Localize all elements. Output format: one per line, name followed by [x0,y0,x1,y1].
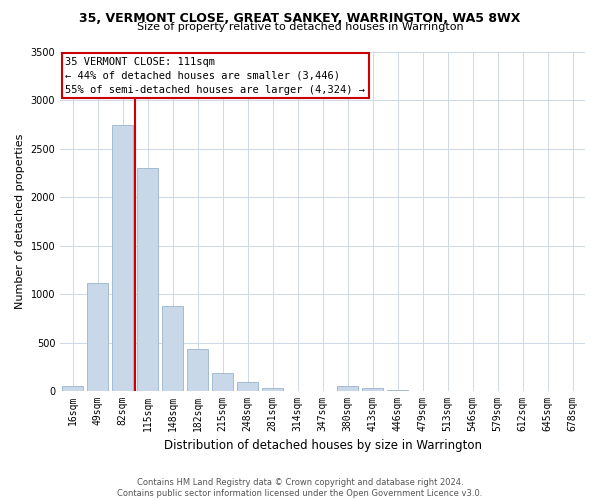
Text: Size of property relative to detached houses in Warrington: Size of property relative to detached ho… [137,22,463,32]
Text: Contains HM Land Registry data © Crown copyright and database right 2024.
Contai: Contains HM Land Registry data © Crown c… [118,478,482,498]
Text: 35 VERMONT CLOSE: 111sqm
← 44% of detached houses are smaller (3,446)
55% of sem: 35 VERMONT CLOSE: 111sqm ← 44% of detach… [65,56,365,94]
Y-axis label: Number of detached properties: Number of detached properties [15,134,25,309]
Bar [62,386,83,391]
Bar [112,125,133,391]
Bar [87,284,108,391]
Bar [162,306,183,391]
Bar [387,390,408,391]
Bar [187,350,208,391]
Bar [212,373,233,391]
X-axis label: Distribution of detached houses by size in Warrington: Distribution of detached houses by size … [164,440,482,452]
Bar [262,388,283,391]
Bar [362,388,383,391]
Bar [137,168,158,391]
Text: 35, VERMONT CLOSE, GREAT SANKEY, WARRINGTON, WA5 8WX: 35, VERMONT CLOSE, GREAT SANKEY, WARRING… [79,12,521,26]
Bar [237,382,258,391]
Bar [337,386,358,391]
